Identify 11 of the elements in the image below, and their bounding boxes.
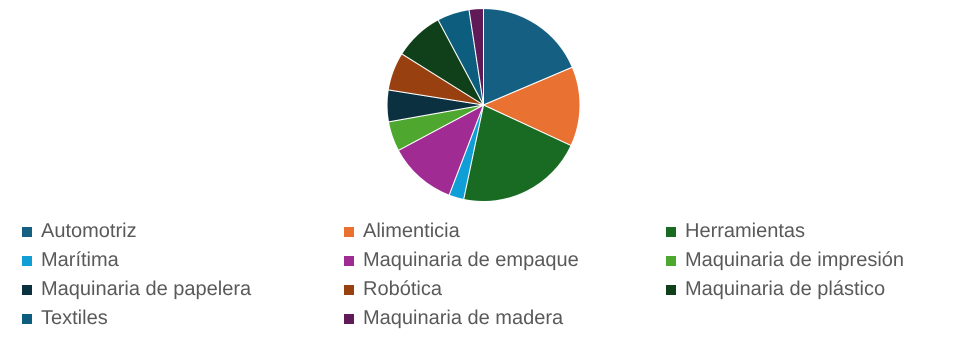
legend-label: Maquinaria de empaque [363, 249, 579, 272]
legend-label: Herramientas [685, 220, 806, 243]
legend-label: Maquinaria de impresión [685, 249, 904, 272]
legend-label: Automotriz [41, 220, 137, 243]
legend-label: Marítima [41, 249, 119, 272]
legend-label: Maquinaria de madera [363, 307, 564, 330]
legend-label: Robótica [363, 278, 442, 301]
legend-label: Maquinaria de papelera [41, 278, 252, 301]
legend-label: Textiles [41, 307, 108, 330]
legend-label: Maquinaria de plástico [685, 278, 886, 301]
legend-label: Alimenticia [363, 220, 460, 243]
